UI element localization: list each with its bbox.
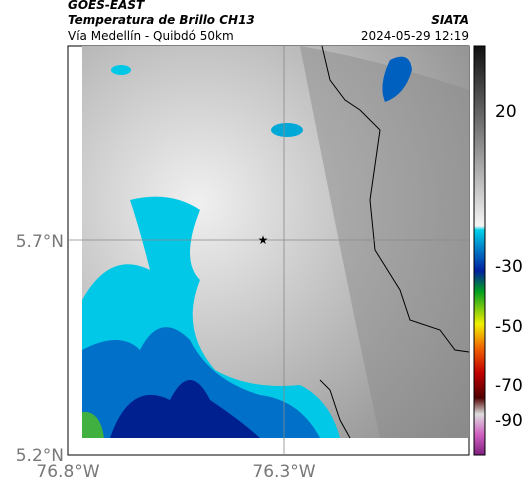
route: Vía Medellín - Quibdó 50km (68, 29, 234, 43)
source: SIATA (431, 13, 469, 27)
location-marker: ★ (258, 233, 269, 247)
map: ★ 5.7°N 5.2°N 76.8°W 76.3°W (16, 45, 470, 482)
header: GOES-EAST Temperatura de Brillo CH13 Vía… (68, 0, 469, 43)
cloud-texture (300, 46, 469, 438)
satellite: GOES-EAST (68, 0, 145, 12)
cold-cloud (111, 65, 131, 75)
colorbar-label: -30 (495, 257, 523, 277)
lat-label: 5.7°N (16, 232, 64, 252)
lon-label: 76.3°W (252, 462, 315, 482)
colorbar: 20 -30 -50 -70 -90 (473, 45, 523, 456)
product: Temperatura de Brillo CH13 (68, 13, 255, 27)
colorbar-label: -70 (495, 376, 523, 396)
colorbar-label: -50 (495, 317, 523, 337)
border (319, 379, 351, 439)
colorbar-label: 20 (495, 102, 517, 122)
cold-core (110, 380, 260, 438)
cold-cloud (382, 56, 412, 102)
border (321, 45, 470, 353)
colorbar-scale (473, 45, 486, 456)
lat-label: 5.2°N (16, 446, 64, 466)
lon-label: 76.8°W (36, 462, 99, 482)
colorbar-label: -90 (495, 411, 523, 431)
cold-cloud (271, 123, 303, 137)
datetime: 2024-05-29 12:19 (361, 29, 469, 43)
cold-core (82, 411, 104, 438)
